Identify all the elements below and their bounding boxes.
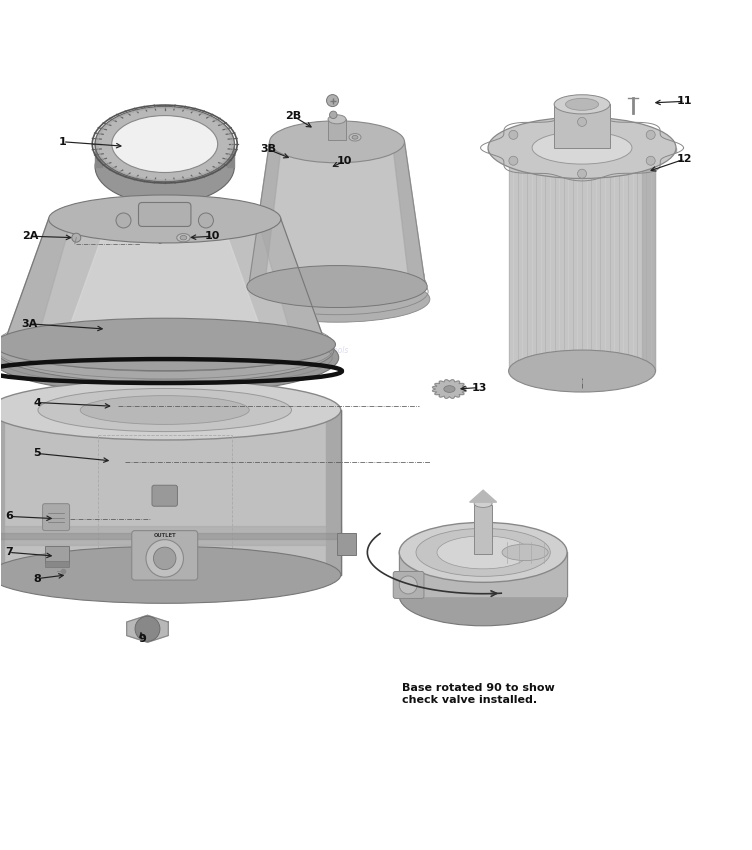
Polygon shape	[432, 380, 466, 399]
Ellipse shape	[0, 320, 338, 394]
FancyBboxPatch shape	[43, 504, 70, 530]
Circle shape	[329, 111, 337, 118]
Text: 11: 11	[677, 96, 693, 106]
Text: 10: 10	[205, 231, 220, 241]
Ellipse shape	[502, 544, 548, 561]
Polygon shape	[227, 144, 235, 167]
Polygon shape	[249, 142, 282, 286]
Polygon shape	[258, 219, 326, 344]
Ellipse shape	[328, 115, 346, 124]
Ellipse shape	[180, 235, 186, 240]
Polygon shape	[642, 148, 656, 371]
FancyBboxPatch shape	[152, 485, 177, 507]
Text: 12: 12	[677, 154, 693, 164]
Ellipse shape	[349, 133, 361, 141]
Polygon shape	[0, 533, 341, 539]
Polygon shape	[127, 615, 168, 643]
Polygon shape	[470, 490, 496, 502]
Text: 2B: 2B	[286, 111, 302, 122]
Circle shape	[326, 94, 338, 106]
Ellipse shape	[247, 265, 427, 308]
Ellipse shape	[270, 121, 405, 162]
Circle shape	[153, 547, 176, 570]
Text: 9: 9	[138, 633, 146, 643]
Ellipse shape	[532, 132, 632, 164]
Circle shape	[578, 169, 587, 178]
Ellipse shape	[38, 388, 292, 432]
FancyBboxPatch shape	[132, 530, 198, 580]
Circle shape	[646, 130, 655, 139]
Ellipse shape	[95, 106, 235, 182]
Text: 4: 4	[33, 398, 41, 407]
Ellipse shape	[475, 500, 492, 507]
Text: 5: 5	[34, 449, 41, 458]
Bar	[328, 119, 346, 140]
Circle shape	[509, 156, 518, 165]
Circle shape	[199, 213, 214, 228]
Text: 7: 7	[5, 547, 13, 558]
Ellipse shape	[399, 566, 567, 626]
Polygon shape	[4, 219, 71, 344]
Polygon shape	[249, 142, 426, 286]
Polygon shape	[0, 410, 341, 575]
FancyBboxPatch shape	[393, 571, 424, 598]
Ellipse shape	[0, 547, 341, 604]
Ellipse shape	[95, 129, 235, 204]
Circle shape	[399, 576, 417, 594]
Ellipse shape	[112, 116, 217, 173]
Polygon shape	[95, 144, 102, 167]
Polygon shape	[508, 148, 656, 371]
Ellipse shape	[244, 276, 430, 322]
Ellipse shape	[566, 99, 599, 110]
Text: 8: 8	[34, 574, 41, 584]
Text: 13: 13	[472, 382, 487, 393]
Polygon shape	[0, 526, 341, 545]
Bar	[554, 105, 610, 148]
Text: 1: 1	[59, 137, 67, 147]
Bar	[475, 505, 492, 554]
Ellipse shape	[399, 523, 567, 582]
Circle shape	[135, 616, 160, 641]
Circle shape	[116, 213, 131, 228]
Text: inyopools: inyopools	[313, 346, 349, 354]
Polygon shape	[0, 410, 4, 575]
Bar	[45, 561, 69, 567]
Ellipse shape	[488, 117, 676, 178]
Bar	[337, 533, 356, 555]
Circle shape	[71, 233, 80, 242]
Ellipse shape	[444, 386, 455, 393]
Polygon shape	[393, 142, 426, 286]
Polygon shape	[4, 219, 326, 344]
Ellipse shape	[49, 195, 280, 243]
Text: 3B: 3B	[260, 144, 276, 155]
Ellipse shape	[554, 94, 610, 114]
Circle shape	[646, 156, 655, 165]
Ellipse shape	[508, 350, 656, 392]
Ellipse shape	[437, 536, 529, 569]
Ellipse shape	[0, 317, 334, 382]
Circle shape	[146, 540, 183, 577]
Circle shape	[578, 117, 587, 127]
FancyBboxPatch shape	[138, 202, 191, 226]
Polygon shape	[488, 148, 676, 151]
Ellipse shape	[0, 318, 335, 371]
Text: Base rotated 90 to show
check valve installed.: Base rotated 90 to show check valve inst…	[402, 683, 555, 706]
Text: 2A: 2A	[22, 231, 38, 241]
Text: OUTLET: OUTLET	[153, 534, 176, 538]
Bar	[45, 547, 69, 563]
Text: 6: 6	[5, 512, 13, 521]
Circle shape	[509, 130, 518, 139]
Ellipse shape	[416, 529, 550, 576]
Polygon shape	[399, 552, 567, 596]
Ellipse shape	[177, 234, 190, 241]
Text: 10: 10	[337, 156, 352, 167]
Ellipse shape	[0, 380, 341, 440]
Polygon shape	[68, 240, 262, 331]
Ellipse shape	[352, 135, 358, 139]
Ellipse shape	[80, 395, 249, 424]
Polygon shape	[326, 410, 341, 575]
Text: 3A: 3A	[22, 319, 38, 329]
